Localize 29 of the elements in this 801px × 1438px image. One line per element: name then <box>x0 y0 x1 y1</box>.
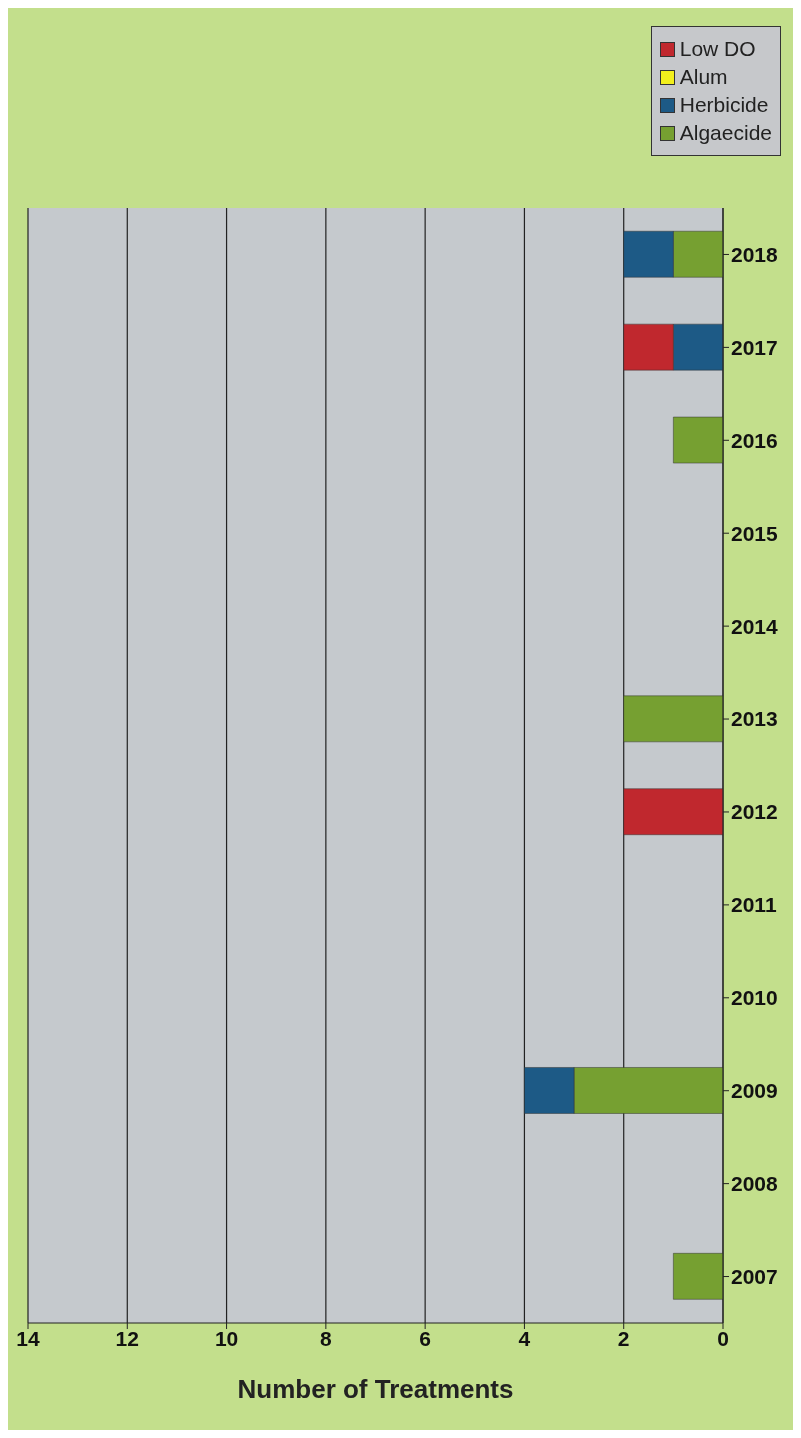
bar <box>623 695 723 743</box>
y-tick-label: 2015 <box>731 521 779 545</box>
y-tick-label: 2014 <box>731 614 779 638</box>
legend-label: Herbicide <box>679 93 769 117</box>
y-tick-label: 2012 <box>731 800 778 824</box>
x-tick-label: 6 <box>419 1326 431 1350</box>
y-tick-label: 2016 <box>731 428 778 452</box>
x-tick-label: 4 <box>518 1326 531 1350</box>
y-tick-label: 2007 <box>731 1265 778 1288</box>
y-tick-label: 2018 <box>731 242 779 266</box>
y-tick-label: 2008 <box>731 1172 779 1196</box>
x-tick-label: 10 <box>214 1326 239 1350</box>
y-tick-label: 2017 <box>731 335 778 359</box>
legend-label: Algaecide <box>679 121 772 145</box>
legend-label: Alum <box>679 65 728 89</box>
y-tick-label: 2013 <box>731 707 778 731</box>
x-tick-label: 0 <box>717 1326 729 1350</box>
bar <box>673 416 723 464</box>
legend-label: Low DO <box>679 37 756 61</box>
y-tick-label: 2011 <box>731 893 777 917</box>
y-tick-label: 2010 <box>731 986 778 1010</box>
x-tick-label: 14 <box>16 1326 40 1350</box>
bar <box>673 1253 723 1300</box>
x-tick-label: 2 <box>617 1326 630 1350</box>
x-tick-label: 8 <box>320 1326 333 1350</box>
y-tick-label: 2009 <box>731 1079 778 1103</box>
x-tick-label: 12 <box>115 1326 139 1350</box>
bar <box>623 788 723 835</box>
x-axis-title: Number of Treatments <box>237 1374 514 1404</box>
